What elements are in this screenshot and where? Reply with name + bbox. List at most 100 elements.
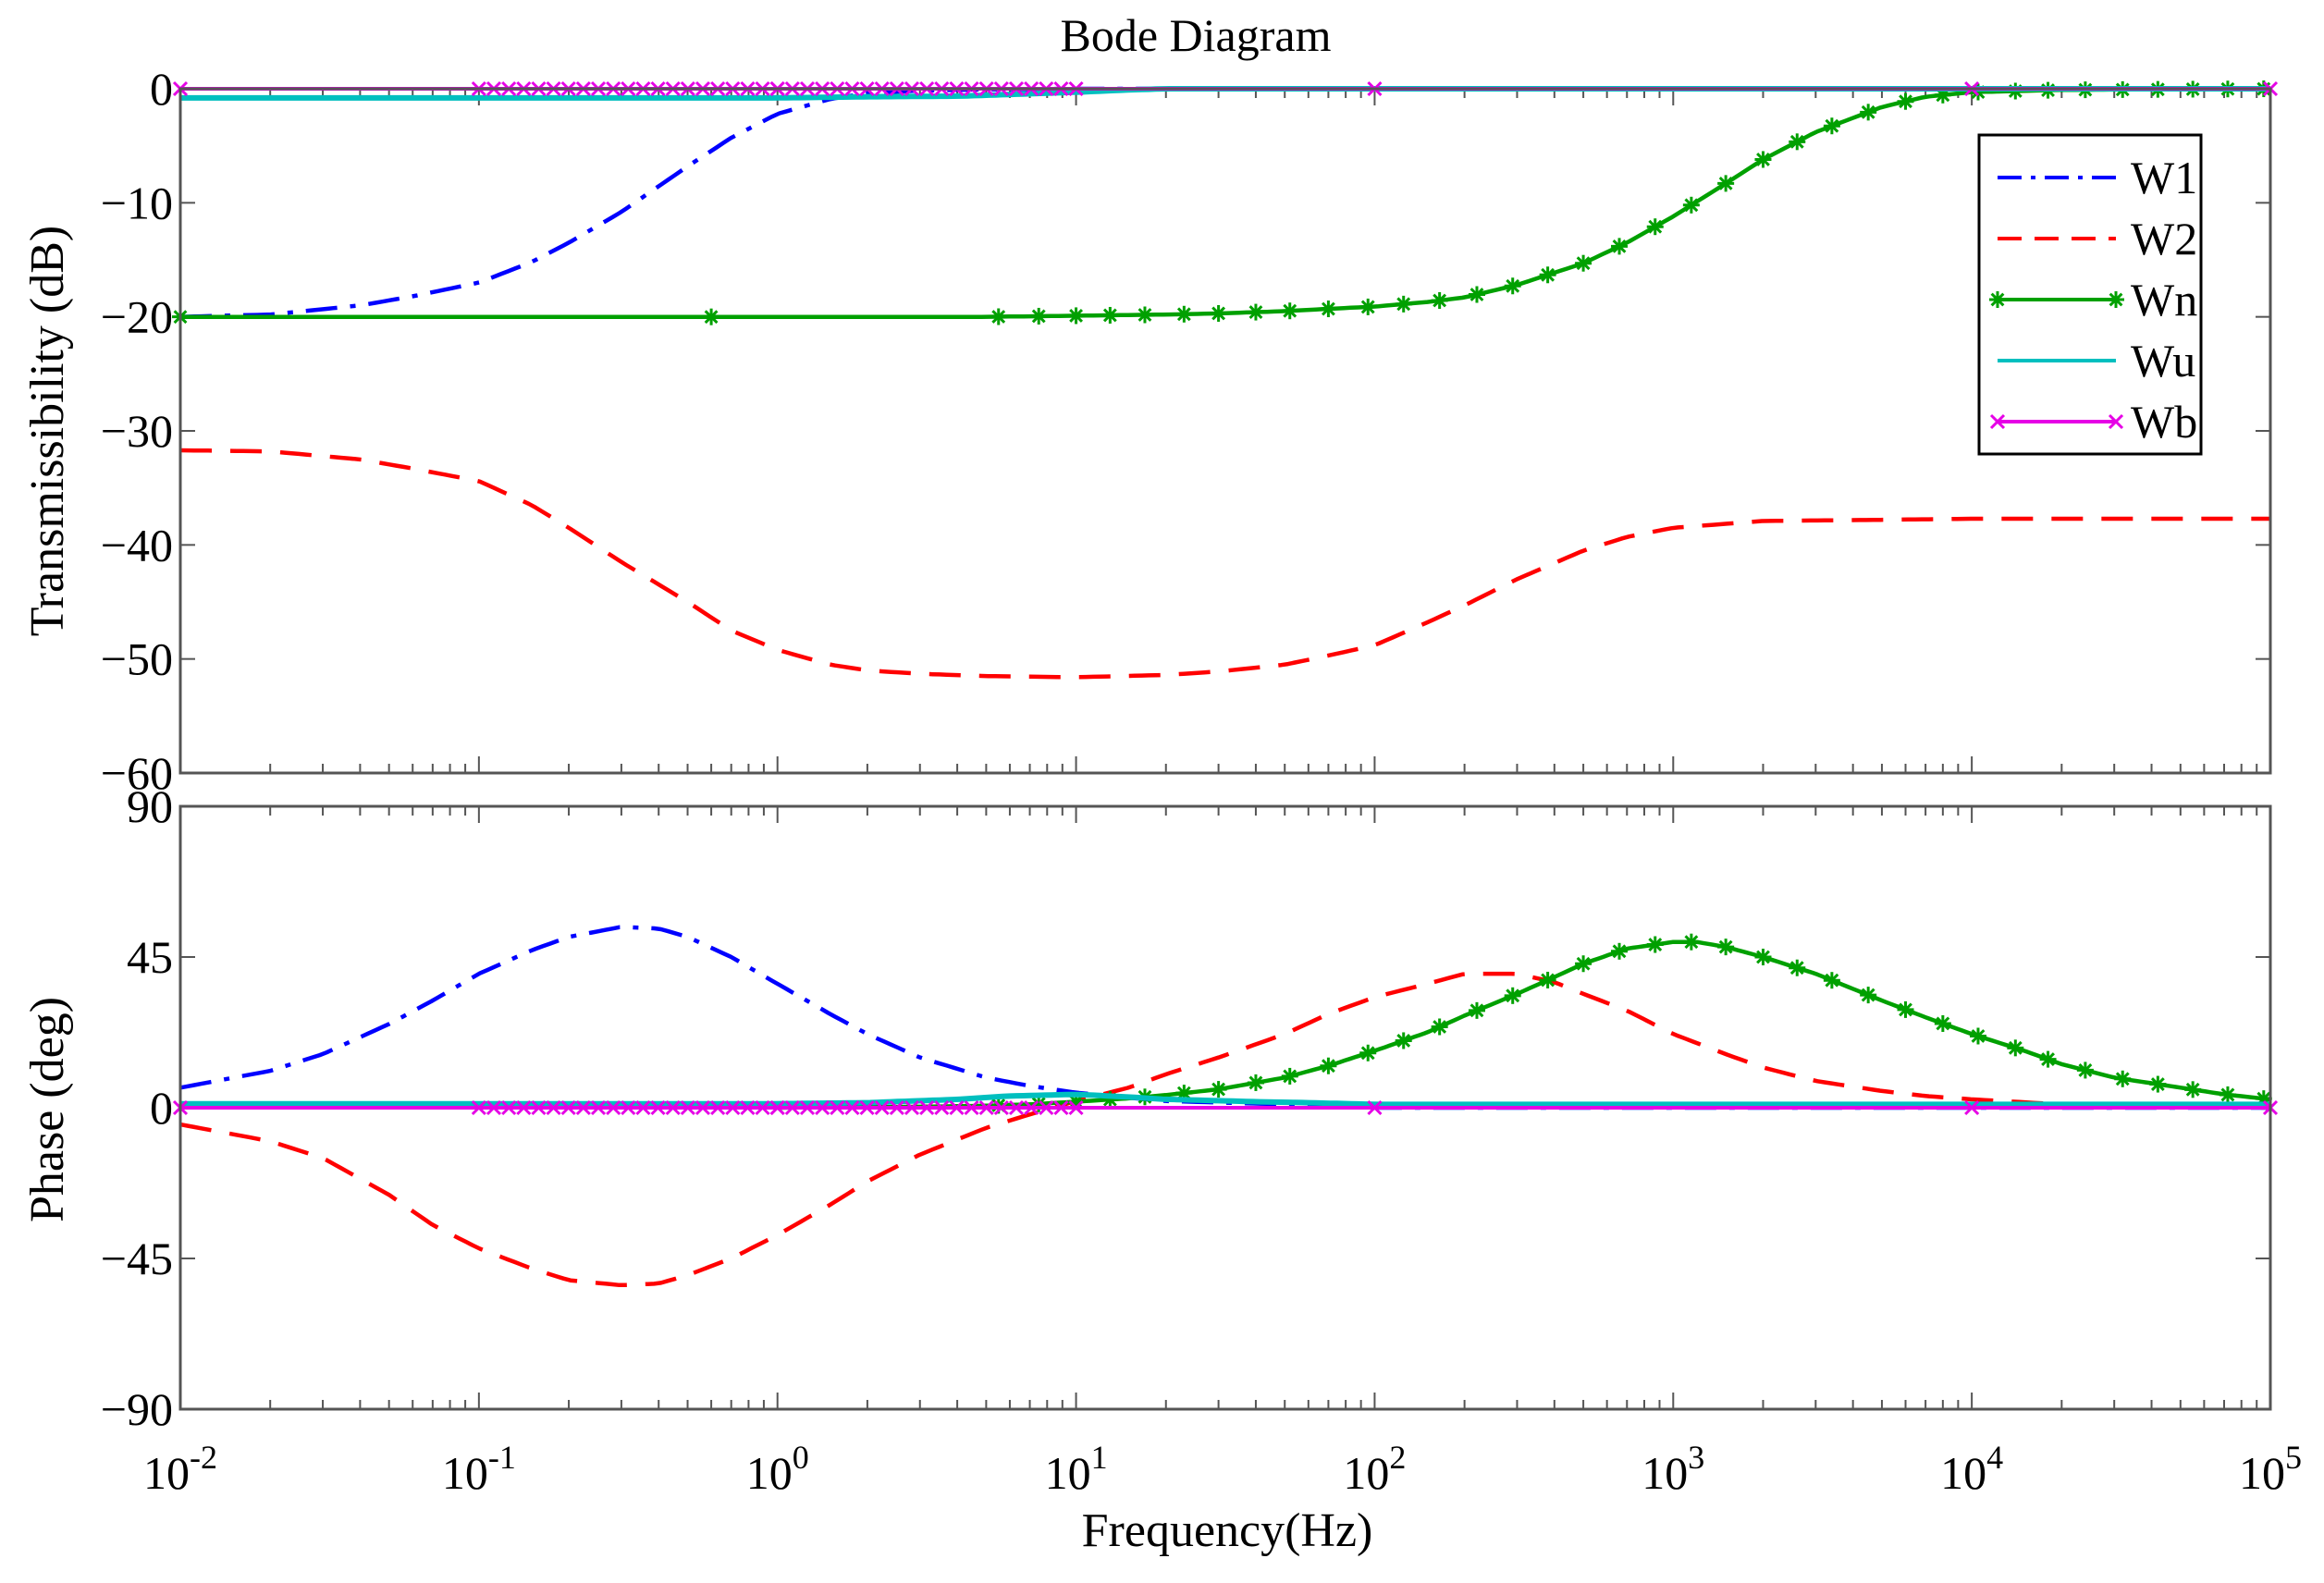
magnitude-point-wn — [1468, 286, 1485, 303]
phase-point-wn — [1210, 1081, 1227, 1098]
phase-plot-frame — [178, 804, 2272, 1411]
x-tick-label: 10-1 — [442, 1439, 516, 1499]
phase-point-wn — [1359, 1044, 1377, 1061]
phase-point-wn — [2219, 1086, 2236, 1103]
magnitude-point-wn — [1611, 238, 1629, 255]
magnitude-point-wn — [1575, 254, 1592, 272]
magnitude-point-wn — [1067, 307, 1085, 325]
legend-entry-w1: W1 — [1998, 152, 2197, 203]
legend-label-wu: Wu — [2131, 335, 2195, 387]
magnitude-y-tick-labels: 0 −10 −20 −30 −40 −50 −60 — [101, 63, 173, 799]
legend-entry-w2: W2 — [1998, 213, 2197, 264]
legend-entry-wn: Wn — [1989, 274, 2197, 325]
phase-series — [172, 925, 2279, 1288]
magnitude-point-wn — [1646, 218, 1664, 236]
magnitude-point-wn — [1504, 277, 1521, 295]
legend-marker — [2108, 413, 2124, 430]
chart-title: Bode Diagram — [1061, 9, 1332, 61]
phase-point-wb — [635, 1099, 651, 1116]
magnitude-y-tick-label: −20 — [101, 291, 173, 343]
phase-point-wb — [710, 1099, 726, 1116]
magnitude-point-wn — [1860, 104, 1877, 121]
magnitude-line-w2 — [179, 448, 2270, 680]
magnitude-y-tick-label: 0 — [150, 63, 173, 115]
phase-point-wn — [2184, 1081, 2202, 1098]
phase-point-wb — [769, 1099, 785, 1116]
magnitude-y-tick-label: −60 — [101, 747, 173, 799]
phase-series-wb — [172, 1099, 2279, 1116]
phase-point-wb — [799, 1099, 816, 1116]
phase-point-wn — [1281, 1067, 1298, 1085]
phase-y-tick-label: 90 — [127, 780, 173, 832]
phase-point-wn — [1823, 972, 1840, 989]
magnitude-point-wn — [1789, 133, 1806, 151]
phase-point-wb — [784, 1099, 800, 1116]
phase-point-wn — [1934, 1014, 1951, 1032]
phase-point-wb — [1964, 1099, 1980, 1116]
magnitude-point-wn — [1320, 301, 1337, 318]
phase-point-wb — [501, 1099, 517, 1116]
magnitude-plot-frame — [178, 87, 2272, 775]
x-tick-label: 10-2 — [143, 1439, 217, 1499]
phase-point-wb — [1024, 1099, 1039, 1116]
phase-point-wn — [1431, 1018, 1448, 1036]
phase-series-w2 — [179, 971, 2271, 1288]
magnitude-point-wn — [1717, 175, 1735, 192]
phase-point-wb — [964, 1099, 979, 1116]
magnitude-series-wn — [172, 80, 2272, 325]
magnitude-line-wn — [180, 86, 2270, 319]
magnitude-point-wn — [1754, 151, 1772, 168]
legend: W1 W2 Wn Wu Wb — [1977, 133, 2203, 456]
phase-point-wb — [874, 1099, 890, 1116]
phase-y-axis-label: Phase (deg) — [21, 997, 74, 1222]
legend-marker — [1989, 291, 2006, 308]
phase-y-tick-label: −90 — [101, 1383, 173, 1435]
phase-point-wb — [859, 1099, 875, 1116]
phase-point-wb — [665, 1099, 681, 1116]
phase-point-wn — [1969, 1027, 1986, 1045]
phase-point-wn — [1860, 987, 1877, 1004]
magnitude-tick-marks — [179, 88, 2271, 774]
x-tick-label: 103 — [1642, 1439, 1704, 1499]
phase-point-wb — [815, 1099, 830, 1116]
x-tick-label: 102 — [1343, 1439, 1406, 1499]
phase-point-wb — [1053, 1099, 1069, 1116]
phase-point-wb — [949, 1099, 965, 1116]
phase-point-wb — [1039, 1099, 1054, 1116]
magnitude-point-wn — [1359, 298, 1377, 315]
phase-y-tick-label: −45 — [101, 1233, 173, 1284]
phase-point-wb — [695, 1099, 711, 1116]
phase-point-wb — [546, 1099, 561, 1116]
x-tick-label: 101 — [1045, 1439, 1108, 1499]
phase-point-wb — [516, 1099, 532, 1116]
magnitude-point-wn — [1175, 305, 1193, 323]
phase-point-wb — [830, 1099, 845, 1116]
magnitude-series-w1 — [179, 86, 2270, 319]
magnitude-point-wn — [1823, 117, 1840, 135]
phase-point-wb — [844, 1099, 860, 1116]
magnitude-series-w2 — [179, 448, 2270, 680]
magnitude-point-wn — [1431, 291, 1448, 309]
phase-point-wb — [1008, 1099, 1025, 1116]
phase-point-wn — [1646, 936, 1664, 953]
phase-line-wn — [777, 939, 2271, 1111]
magnitude-line-w1 — [179, 86, 2270, 319]
x-tick-label: 105 — [2239, 1439, 2302, 1499]
magnitude-y-axis-label: Transmissibility (dB) — [21, 226, 74, 637]
x-tick-label: 100 — [746, 1439, 809, 1499]
phase-point-wn — [1754, 949, 1772, 965]
phase-point-wn — [2149, 1075, 2167, 1093]
phase-point-wn — [1395, 1032, 1412, 1049]
phase-point-wb — [978, 1099, 994, 1116]
phase-point-wb — [993, 1099, 1009, 1116]
phase-point-wn — [1789, 959, 1806, 976]
phase-point-wn — [2039, 1050, 2057, 1068]
phase-series-wn — [777, 933, 2272, 1114]
phase-point-wn — [1468, 1001, 1485, 1019]
magnitude-y-tick-label: −40 — [101, 519, 173, 571]
phase-point-wn — [2076, 1061, 2094, 1079]
magnitude-point-wn — [1539, 266, 1556, 284]
magnitude-point-wn — [1136, 306, 1153, 324]
phase-line-wu — [180, 1091, 2270, 1108]
